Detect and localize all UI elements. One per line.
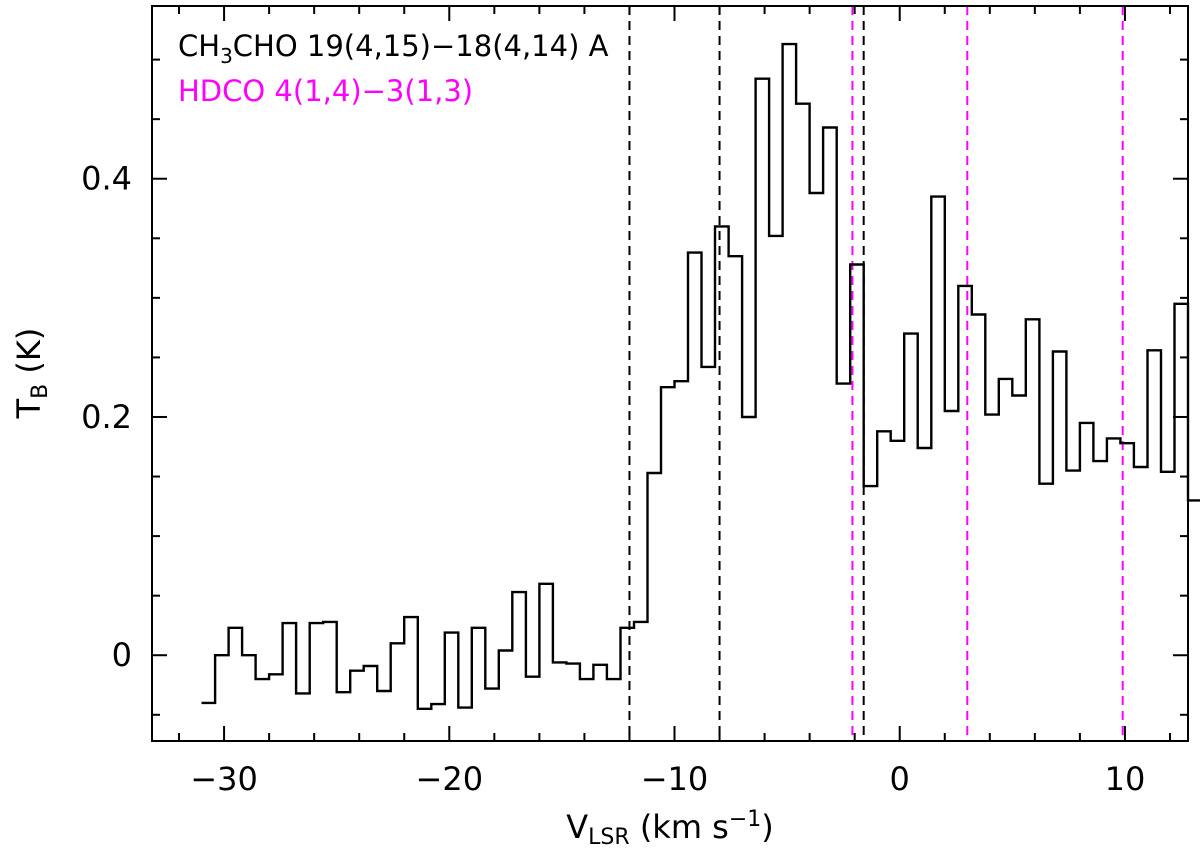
plot-frame xyxy=(151,5,1189,742)
spectrum-series xyxy=(201,42,1200,710)
x-tick-label: −30 xyxy=(190,760,258,798)
x-axis-title-exp: −1 xyxy=(729,807,761,832)
x-axis-title-close: ) xyxy=(761,808,773,846)
x-axis-title-unit: (km s xyxy=(630,808,729,846)
legend-text: CHO 19(4,15)−18(4,14) A xyxy=(233,29,609,63)
spectrum-step-line xyxy=(201,42,1200,710)
legend-entry-ch3cho: CH3CHO 19(4,15)−18(4,14) A xyxy=(178,29,609,68)
y-tick-label: 0.2 xyxy=(81,398,132,436)
legend: CH3CHO 19(4,15)−18(4,14) A HDCO 4(1,4)−3(… xyxy=(178,29,609,108)
x-tick-label: −10 xyxy=(641,760,709,798)
x-axis-title-main: V xyxy=(566,808,588,846)
legend-entry-hdco: HDCO 4(1,4)−3(1,3) xyxy=(178,74,473,108)
x-axis-title: VLSR (km s−1) xyxy=(566,807,774,850)
x-tick-label: 0 xyxy=(890,760,910,798)
y-tick-label: 0.4 xyxy=(81,160,132,198)
y-axis-title-sub: B xyxy=(28,384,53,399)
x-tick-label: −20 xyxy=(416,760,484,798)
tick-labels: −30 −20 −10 0 10 0 0.2 0.4 xyxy=(81,160,1145,798)
y-axis-title-main: T xyxy=(10,398,48,419)
axis-ticks xyxy=(152,6,1188,741)
y-axis-title: TB (K) xyxy=(10,328,53,420)
y-tick-label: 0 xyxy=(112,636,132,674)
reference-lines xyxy=(628,6,1124,741)
x-tick-label: 10 xyxy=(1105,760,1146,798)
x-axis-title-sub: LSR xyxy=(588,825,630,850)
legend-subscript: 3 xyxy=(220,44,233,68)
legend-text: CH xyxy=(178,29,220,63)
y-axis-title-unit: (K) xyxy=(10,328,48,384)
